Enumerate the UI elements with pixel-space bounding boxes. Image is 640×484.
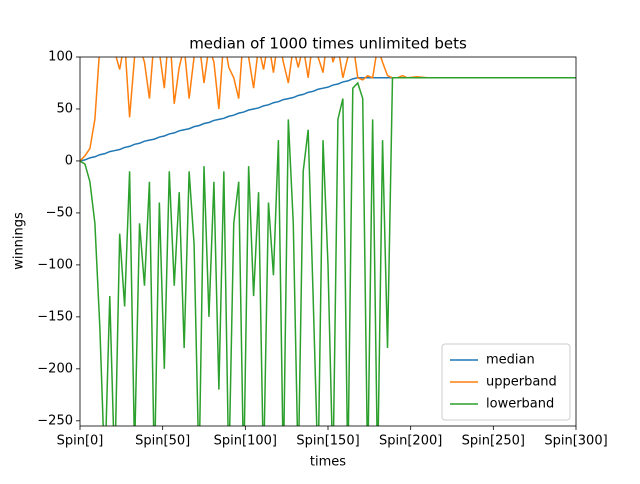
y-tick-label: 0: [65, 153, 73, 168]
legend-label: upperband: [486, 375, 557, 390]
series-line: [80, 57, 576, 162]
y-tick-label: −50: [46, 205, 73, 220]
y-tick-label: 100: [48, 50, 73, 65]
chart-title: median of 1000 times unlimited bets: [189, 35, 467, 53]
x-tick-label: Spin[250]: [462, 434, 525, 449]
x-tick-label: Spin[0]: [57, 434, 104, 449]
y-tick-label: −100: [37, 257, 73, 272]
x-axis-label: times: [310, 455, 346, 470]
legend-label: median: [486, 353, 535, 368]
y-axis-label: winnings: [12, 212, 27, 270]
y-tick-label: −200: [37, 361, 73, 376]
y-tick-label: −150: [37, 309, 73, 324]
x-tick-label: Spin[50]: [135, 434, 190, 449]
legend-label: lowerband: [486, 397, 554, 412]
y-tick-label: 50: [56, 101, 73, 116]
plot-area: [80, 57, 576, 426]
x-tick-label: Spin[100]: [214, 434, 277, 449]
y-tick-label: −250: [37, 413, 73, 428]
x-tick-label: Spin[150]: [296, 434, 359, 449]
series-line: [80, 77, 576, 426]
x-tick-label: Spin[300]: [544, 434, 607, 449]
x-tick-label: Spin[200]: [379, 434, 442, 449]
legend-box: [441, 343, 571, 421]
